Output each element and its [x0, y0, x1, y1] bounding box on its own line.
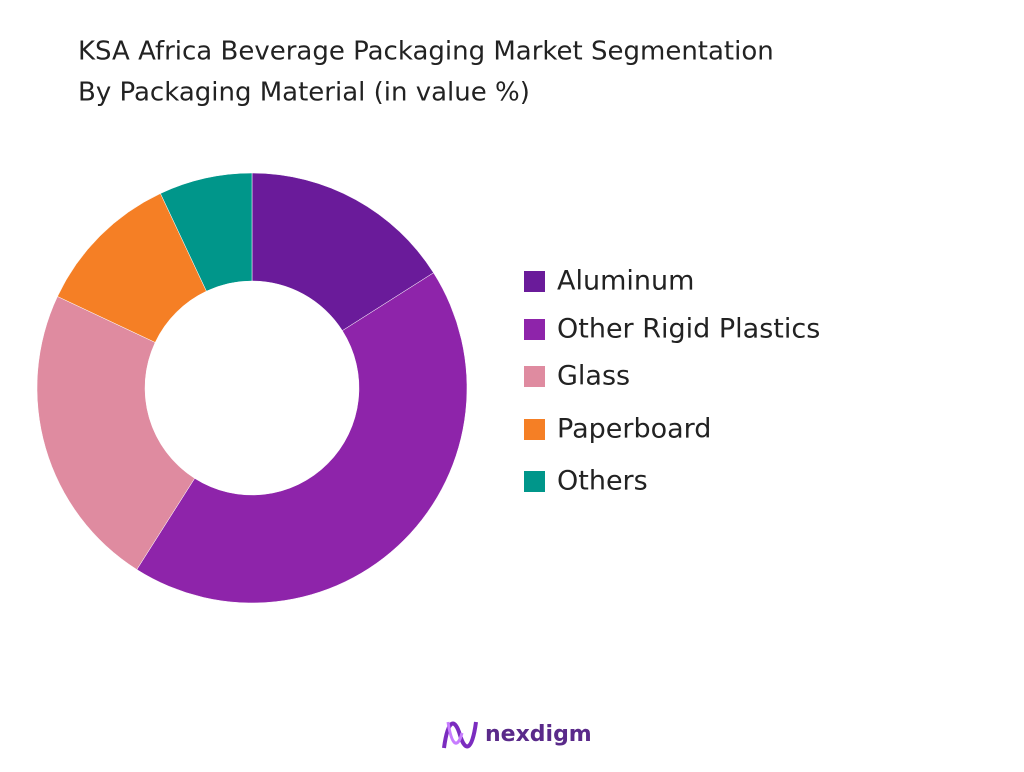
- logo-icon: [446, 721, 464, 745]
- legend-swatch: [524, 271, 545, 292]
- donut-segment: [160, 172, 253, 292]
- legend-swatch: [524, 419, 545, 440]
- legend-label: Paperboard: [557, 414, 711, 445]
- brand-name: nexdigm: [485, 722, 592, 747]
- legend-swatch: [524, 471, 545, 492]
- legend-label: Aluminum: [557, 266, 694, 297]
- donut-segment: [36, 296, 196, 570]
- chart-title: KSA Africa Beverage Packaging Market Seg…: [78, 37, 774, 67]
- donut-segment: [136, 272, 468, 604]
- legend-label: Other Rigid Plastics: [557, 314, 820, 345]
- legend-swatch: [524, 319, 545, 340]
- legend-label: Glass: [557, 361, 630, 392]
- legend-swatch: [524, 366, 545, 387]
- chart-title: By Packaging Material (in value %): [78, 78, 530, 108]
- brand-logo: nexdigm: [442, 721, 592, 749]
- donut-segment: [251, 172, 434, 332]
- legend-label: Others: [557, 466, 648, 497]
